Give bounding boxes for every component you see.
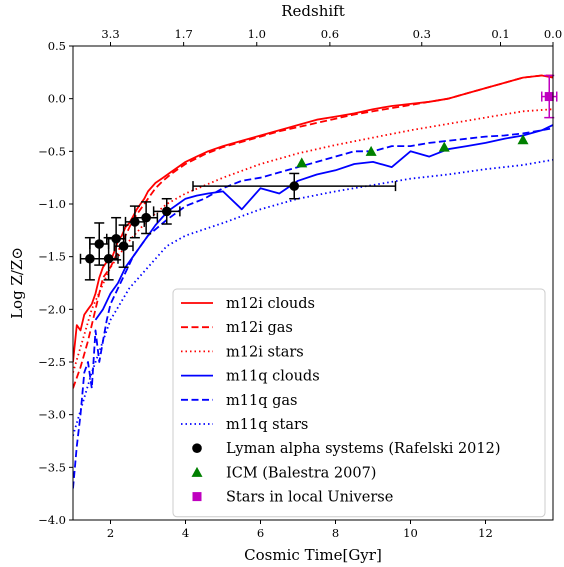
top-tick-label: 0.0: [544, 27, 562, 41]
x-tick-label: 8: [332, 526, 339, 540]
axes-layer: 2 4 6 8 10 12 −4.0 −3.5 −3.0 −2.5 −2.0 −1.5 −1.0 −0.5…: [38, 27, 562, 540]
x-tick-label: 2: [107, 526, 114, 540]
legend-box: [172, 288, 546, 518]
obs-point: [98, 236, 119, 281]
obs-point: [152, 197, 181, 225]
top-tick-label: 3.3: [101, 27, 119, 41]
y-tick-label: −2.5: [38, 355, 66, 369]
series-line-m11q-stars: [73, 158, 553, 436]
x-tick-label: 6: [257, 526, 264, 540]
y-tick-label: −4.0: [38, 513, 66, 527]
legend-label: m11q stars: [226, 417, 308, 433]
legend-entry: m11q stars: [181, 417, 308, 433]
observations-layer: [79, 74, 558, 281]
obs-point: [113, 224, 134, 268]
x-tick-label: 10: [403, 526, 418, 540]
obs-point: [365, 145, 377, 156]
y-tick-label: −0.5: [38, 144, 66, 158]
legend-entry: m11q clouds: [181, 369, 320, 385]
obs-point: [106, 216, 127, 261]
obs-point: [517, 134, 529, 145]
y-tick-label: −2.0: [38, 302, 66, 316]
top-tick-label: 0.3: [413, 27, 431, 41]
legend-label: Stars in local Universe: [226, 490, 393, 506]
obs-point: [296, 157, 308, 168]
legend-label: m12i clouds: [226, 296, 315, 312]
y-tick-label: 0.0: [48, 92, 66, 106]
legend-label: m12i stars: [226, 344, 304, 360]
obs-point: [134, 201, 159, 235]
legend-label: m11q gas: [226, 393, 297, 409]
legend-label: m11q clouds: [226, 369, 320, 385]
legend-entry: m11q gas: [181, 393, 297, 409]
top-tick-label: 0.1: [491, 27, 509, 41]
legend-entry: ICM (Balestra 2007): [191, 465, 376, 481]
x-tick-label: 12: [478, 526, 493, 540]
legend: m12i clouds m12i gas m12i stars m11q clouds…: [172, 288, 546, 518]
legend-label: m12i gas: [226, 320, 293, 336]
y-tick-label: 0.5: [48, 39, 66, 53]
y-tick-label: −3.5: [38, 460, 66, 474]
legend-entry: Stars in local Universe: [192, 490, 393, 506]
legend-entry: m12i gas: [181, 320, 293, 336]
y-tick-label: −1.5: [38, 250, 66, 264]
obs-point: [438, 141, 450, 152]
legend-entry: Lyman alpha systems (Rafelski 2012): [192, 441, 501, 457]
x-tick-label: 4: [182, 526, 189, 540]
legend-label: ICM (Balestra 2007): [226, 465, 376, 481]
series-line-m11q-gas: [73, 127, 553, 489]
top-tick-label: 0.6: [321, 27, 339, 41]
plot-frame: [72, 45, 554, 521]
top-tick-label: 1.0: [248, 27, 266, 41]
obs-point: [192, 172, 397, 200]
top-tick-label: 1.7: [174, 27, 192, 41]
y-tick-label: −1.0: [38, 197, 66, 211]
y-tick-label: −3.0: [38, 408, 66, 422]
top-axis-title: Redshift: [281, 2, 345, 20]
legend-entry: m12i clouds: [181, 296, 315, 312]
obs-point: [541, 74, 558, 119]
legend-entry: m12i stars: [181, 344, 304, 360]
y-axis-title: Log Z/Z⊙: [8, 247, 26, 319]
x-axis-title: Cosmic Time[Gyr]: [244, 546, 382, 564]
legend-label: Lyman alpha systems (Rafelski 2012): [226, 441, 501, 457]
